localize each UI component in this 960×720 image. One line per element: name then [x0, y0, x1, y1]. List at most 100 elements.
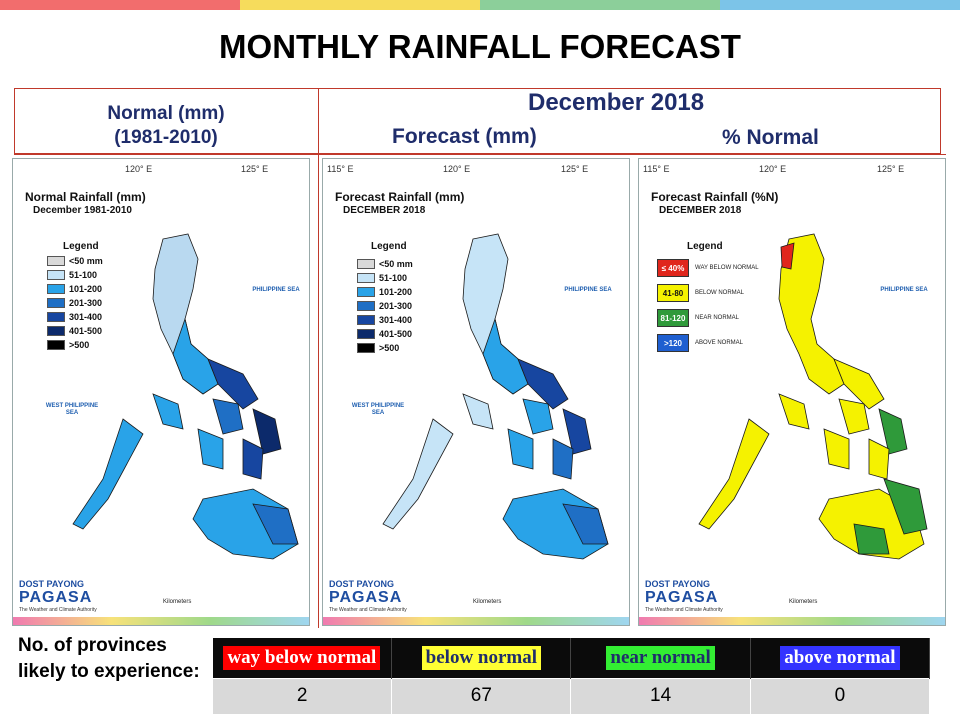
legend-label: 101-200 [69, 284, 103, 294]
legend-item: 101-200 [47, 284, 102, 294]
lon-label: 125° E [877, 164, 905, 174]
legend-item: 301-400 [47, 312, 102, 322]
philippines-map-normal [72, 233, 299, 560]
map-scale: Kilometers [473, 599, 501, 605]
scale-unit: Kilometers [473, 599, 502, 605]
legend-swatch: >120 [657, 334, 689, 352]
legend-label: ABOVE NORMAL [695, 340, 744, 346]
logo-top-text: DOST PAYONG [19, 579, 85, 589]
map-title: Normal Rainfall (mm) [25, 190, 146, 204]
sea-label-east: PHILIPPINE SEA [564, 287, 612, 293]
legend-item: 201-300 [47, 298, 102, 308]
legend-swatch [47, 298, 65, 308]
legend-item: >120 ABOVE NORMAL [657, 334, 743, 352]
lon-label: 115° E [327, 164, 354, 174]
category-row: way below normal below normal near norma… [212, 638, 931, 678]
map-subtitle: DECEMBER 2018 [659, 205, 742, 216]
legend-item: <50 mm [47, 256, 103, 266]
scale-unit: Kilometers [789, 599, 818, 605]
category-label-below: below normal [421, 645, 542, 670]
legend-swatch [357, 343, 375, 353]
legend-label: 301-400 [69, 312, 103, 322]
legend-swatch [47, 326, 65, 336]
count-cell: 67 [391, 677, 572, 715]
logo-tagline: The Weather and Climate Authority [19, 607, 97, 613]
map-title: Forecast Rainfall (%N) [651, 190, 779, 204]
percent-normal-map: Forecast Rainfall (%N) DECEMBER 2018 115… [638, 158, 946, 626]
category-cell: near normal [570, 638, 751, 678]
pagasa-logo: DOST PAYONG PAGASA The Weather and Clima… [19, 579, 97, 613]
legend-label: 401-500 [379, 329, 413, 339]
legend-swatch: ≤ 40% [657, 259, 689, 277]
legend-label: 201-300 [379, 301, 413, 311]
category-label-near: near normal [606, 645, 715, 670]
legend-item: 51-100 [47, 270, 97, 280]
sea-label-east: PHILIPPINE SEA [252, 287, 300, 293]
legend-label: NEAR NORMAL [695, 315, 740, 321]
lon-label: 125° E [561, 164, 589, 174]
category-label-above: above normal [780, 645, 900, 670]
top-color-bar [0, 0, 960, 10]
philippines-map-forecast [382, 233, 609, 560]
count-cell: 2 [211, 677, 393, 715]
forecast-rainfall-map: Forecast Rainfall (mm) DECEMBER 2018 115… [322, 158, 630, 626]
province-count-table: way below normal below normal near norma… [211, 638, 931, 715]
legend-label: 101-200 [379, 287, 413, 297]
slide-title: MONTHLY RAINFALL FORECAST [219, 28, 741, 65]
map-subtitle: DECEMBER 2018 [343, 205, 426, 216]
legend-item: 81-120 NEAR NORMAL [657, 309, 739, 327]
rainbow-strip [13, 617, 309, 625]
legend-label: 51-100 [69, 270, 98, 280]
normal-header-label: Normal (mm) (1981-2010) [14, 102, 318, 150]
sea-label-west: WEST PHILIPPINE SEA [45, 403, 99, 416]
legend-item: >500 [357, 343, 399, 353]
legend-label: <50 mm [379, 259, 413, 269]
category-cell: way below normal [212, 638, 393, 678]
percent-normal-header: % Normal [722, 126, 819, 149]
legend-swatch [47, 284, 65, 294]
legend-item: <50 mm [357, 259, 413, 269]
legend-item: 51-100 [357, 273, 407, 283]
count-row: 2 67 14 0 [211, 677, 931, 715]
legend-swatch [47, 312, 65, 322]
category-label-way-below: way below normal [223, 645, 381, 670]
header-divider [14, 154, 946, 155]
legend-item: 41-80 BELOW NORMAL [657, 284, 744, 302]
logo-main-text: PAGASA [19, 589, 93, 606]
provinces-label: No. of provinces likely to experience: [18, 635, 200, 682]
legend-swatch [357, 273, 375, 283]
lon-label: 120° E [759, 164, 787, 174]
legend-item: 201-300 [357, 301, 412, 311]
top-bar-segment [720, 0, 960, 10]
normal-header-title: Normal (mm) [107, 103, 225, 124]
logo-top-text: DOST PAYONG [329, 579, 395, 589]
map-scale: Kilometers [163, 599, 191, 605]
legend-item: 101-200 [357, 287, 412, 297]
lon-label: 125° E [241, 164, 269, 174]
legend-label: >500 [69, 340, 90, 350]
top-bar-segment [240, 0, 480, 10]
lon-label: 120° E [443, 164, 471, 174]
legend-label: 51-100 [379, 273, 408, 283]
logo-top-text: DOST PAYONG [645, 579, 711, 589]
scale-unit: Kilometers [163, 599, 192, 605]
legend-label: 201-300 [69, 298, 103, 308]
legend-item: ≤ 40% WAY BELOW NORMAL [657, 259, 759, 277]
philippines-map-percent [698, 233, 928, 560]
legend-label: BELOW NORMAL [695, 290, 745, 296]
sea-label-east: PHILIPPINE SEA [880, 287, 928, 293]
lon-label: 120° E [125, 164, 153, 174]
rainbow-strip [639, 617, 945, 625]
top-bar-segment [480, 0, 720, 10]
legend-label: WAY BELOW NORMAL [695, 265, 759, 271]
legend-title: Legend [371, 241, 407, 252]
category-cell: above normal [750, 638, 931, 678]
legend-swatch [47, 256, 65, 266]
legend-item: 401-500 [357, 329, 412, 339]
legend-label: 401-500 [69, 326, 103, 336]
logo-tagline: The Weather and Climate Authority [329, 607, 407, 613]
legend-swatch [357, 259, 375, 269]
legend-swatch [357, 287, 375, 297]
legend-item: >500 [47, 340, 89, 350]
legend-title: Legend [687, 241, 723, 252]
